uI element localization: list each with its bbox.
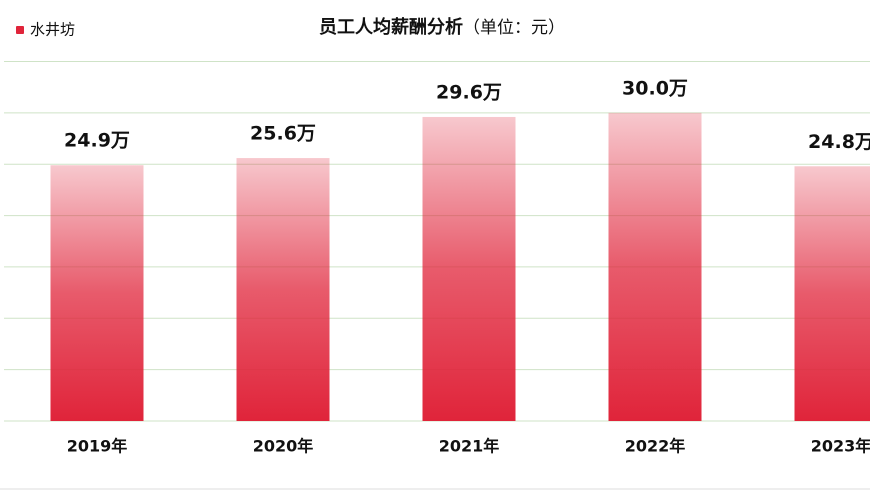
x-tick-label: 2021年: [439, 437, 500, 456]
x-tick-label: 2023年: [811, 437, 870, 456]
data-label: 29.6万: [436, 81, 502, 103]
data-label: 25.6万: [250, 123, 316, 145]
data-label: 24.8万: [808, 131, 870, 153]
data-label: 30.0万: [622, 77, 688, 99]
bar: [422, 116, 516, 422]
bar: [794, 166, 870, 421]
bar: [50, 165, 144, 421]
bar: [236, 158, 330, 421]
x-tick-label: 2020年: [253, 437, 314, 456]
x-tick-label: 2019年: [67, 437, 128, 456]
data-label: 24.9万: [64, 130, 130, 152]
chart-title: 员工人均薪酬分析: [319, 16, 463, 38]
legend-marker: [16, 26, 24, 34]
bar: [608, 112, 702, 421]
x-tick-label: 2022年: [625, 437, 686, 456]
chart-subtitle: （单位：元）: [463, 18, 565, 38]
legend-label: 水井坊: [30, 21, 75, 39]
